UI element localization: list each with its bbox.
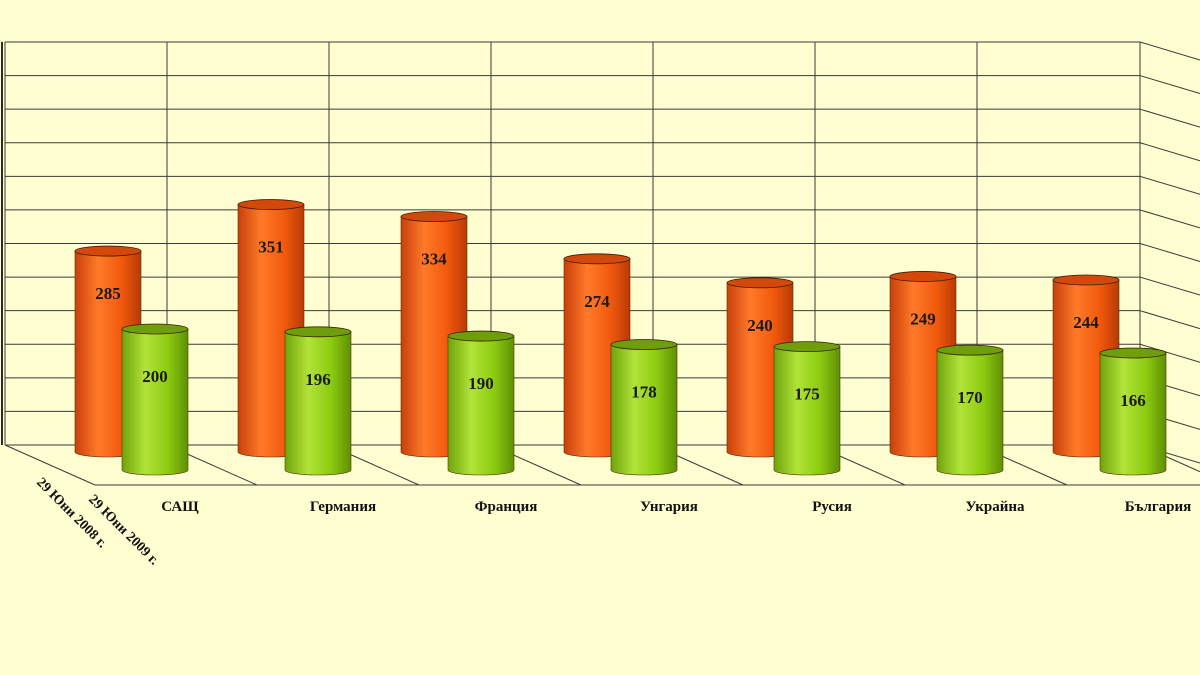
bar-2009-1 bbox=[284, 326, 352, 476]
value-label-2009: 200 bbox=[142, 367, 168, 386]
value-label-2009: 170 bbox=[957, 388, 983, 407]
gridline-side bbox=[1139, 41, 1200, 61]
category-label: Русия bbox=[812, 499, 852, 515]
category-label: Германия bbox=[310, 499, 376, 515]
bar-2009-6 bbox=[1099, 347, 1167, 476]
bar-2009-2-top bbox=[447, 330, 515, 342]
value-label-2008: 249 bbox=[910, 309, 936, 328]
bar-2008-2-top bbox=[400, 211, 468, 222]
gridline-side bbox=[1139, 310, 1200, 330]
value-label-2009: 196 bbox=[305, 370, 331, 389]
bar-2009-1-body bbox=[284, 331, 352, 476]
category-label: Франция bbox=[475, 499, 538, 515]
bar-2009-5-top bbox=[936, 344, 1004, 356]
value-label-2008: 351 bbox=[258, 238, 284, 257]
bar-2008-6-top bbox=[1052, 274, 1120, 286]
bar-2008-5-top bbox=[889, 271, 957, 282]
floor-line bbox=[4, 444, 96, 486]
category-label: Унгария bbox=[640, 499, 698, 515]
bar-2009-4 bbox=[773, 341, 841, 476]
value-label-2008: 285 bbox=[95, 284, 121, 303]
bar-2008-4-top bbox=[726, 277, 794, 289]
gridline-side bbox=[1139, 142, 1200, 162]
bar-2009-0 bbox=[121, 323, 189, 476]
gridline-side bbox=[1139, 276, 1200, 296]
bar-2009-4-body bbox=[773, 346, 841, 476]
bar-2008-1-top bbox=[237, 199, 305, 210]
gridline-side bbox=[1139, 108, 1200, 128]
bar-2009-3 bbox=[610, 339, 678, 476]
value-label-2009: 175 bbox=[794, 385, 820, 404]
bar-2009-3-body bbox=[610, 344, 678, 476]
bar-2009-2 bbox=[447, 330, 515, 476]
value-label-2009: 190 bbox=[468, 374, 494, 393]
value-label-2008: 274 bbox=[584, 292, 610, 311]
category-label: Украйна bbox=[965, 499, 1025, 515]
bar-2009-6-top bbox=[1099, 347, 1167, 359]
category-label: България bbox=[1125, 499, 1192, 515]
value-label-2008: 240 bbox=[747, 316, 773, 335]
gridline-side bbox=[1139, 243, 1200, 262]
bar-2009-0-top bbox=[121, 323, 189, 335]
bar-2009-3-top bbox=[610, 339, 678, 350]
gridline-side bbox=[1139, 175, 1200, 195]
bar-2009-5-body bbox=[936, 349, 1004, 476]
category-label: САЩ bbox=[161, 499, 199, 515]
bar-2009-5 bbox=[936, 344, 1004, 476]
value-label-2009: 178 bbox=[631, 383, 657, 402]
gridline-side bbox=[1139, 75, 1200, 95]
bar-2009-2-body bbox=[447, 335, 515, 476]
bar-2009-6-body bbox=[1099, 352, 1167, 476]
gridline-side bbox=[1139, 209, 1200, 229]
bar-2009-1-top bbox=[284, 326, 352, 338]
gridline-side bbox=[1139, 343, 1200, 363]
bar-2009-0-body bbox=[121, 328, 189, 476]
value-label-2008: 334 bbox=[421, 250, 447, 269]
value-label-2008: 244 bbox=[1073, 313, 1099, 332]
value-label-2009: 166 bbox=[1120, 391, 1146, 410]
bars bbox=[74, 199, 1167, 476]
bar-2009-4-top bbox=[773, 341, 841, 353]
bar-2008-3-top bbox=[563, 253, 631, 265]
bar-2008-0-top bbox=[74, 245, 142, 257]
